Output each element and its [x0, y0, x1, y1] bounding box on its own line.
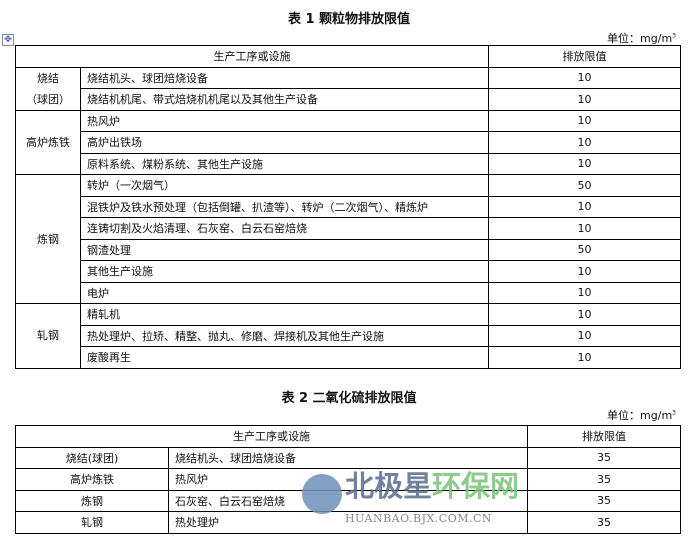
limit-cell: 50: [488, 238, 681, 261]
limit-cell: 10: [488, 195, 681, 218]
group-label: 炼钢: [15, 489, 169, 512]
process-cell: 热风炉: [80, 109, 489, 132]
limit-cell: 10: [488, 66, 681, 89]
table-row: 烧结机机尾、带式焙烧机机尾以及其他生产设备 10: [16, 88, 681, 111]
limit-cell: 35: [527, 511, 681, 534]
table-row: 高炉炼铁 热风炉 35: [15, 468, 681, 491]
limit-cell: 35: [527, 489, 681, 512]
table-row: 钢渣处理 50: [16, 238, 681, 261]
process-cell: 精轧机: [80, 303, 489, 326]
process-cell: 热风炉: [168, 468, 528, 491]
process-cell: 高炉出铁场: [80, 131, 489, 154]
group-label: 烧结 （球团）: [15, 66, 81, 111]
table-move-handle-icon[interactable]: ✥: [2, 34, 14, 46]
process-cell: 钢渣处理: [80, 238, 489, 261]
process-cell: 混铁炉及铁水预处理（包括倒罐、扒渣等）、转炉（二次烟气）、精炼炉: [80, 195, 489, 218]
table-row: 热处理炉、拉矫、精整、抛丸、修磨、焊接机及其他生产设施 10: [16, 324, 681, 347]
limit-cell: 10: [488, 281, 681, 304]
limit-cell: 10: [488, 88, 681, 111]
limit-cell: 50: [488, 174, 681, 197]
table2-title: 表 2 二氧化硫排放限值: [281, 391, 417, 406]
limit-cell: 10: [488, 109, 681, 132]
process-cell: 石灰窑、白云石窑焙烧: [168, 489, 528, 512]
table2-unit: 单位：mg/m3: [607, 409, 676, 422]
process-cell: 其他生产设施: [80, 260, 489, 283]
limit-cell: 35: [527, 446, 681, 469]
table-row: 混铁炉及铁水预处理（包括倒罐、扒渣等）、转炉（二次烟气）、精炼炉 10: [16, 195, 681, 218]
group-label: 炼钢: [15, 174, 81, 304]
table-row: 高炉出铁场 10: [16, 131, 681, 154]
table-row: 轧钢 热处理炉 35: [15, 511, 681, 534]
table-row: 轧钢 精轧机 10: [15, 303, 681, 369]
limit-cell: 10: [488, 324, 681, 347]
header-row: 生产工序或设施 排放限值: [15, 425, 681, 448]
process-cell: 废酸再生: [80, 346, 489, 369]
table-row: 连铸切割及火焰清理、石灰窑、白云石窑焙烧 10: [16, 217, 681, 240]
header-process: 生产工序或设施: [15, 45, 489, 68]
group-label: 高炉炼铁: [15, 468, 169, 491]
process-cell: 电炉: [80, 281, 489, 304]
process-cell: 热处理炉、拉矫、精整、抛丸、修磨、焊接机及其他生产设施: [80, 324, 489, 347]
group-label: 高炉炼铁: [15, 109, 81, 175]
table-row: 炼钢 石灰窑、白云石窑焙烧 35: [15, 489, 681, 512]
group-label: 轧钢: [15, 511, 169, 534]
limit-cell: 10: [488, 303, 681, 326]
header-row: 生产工序或设施 排放限值: [15, 45, 681, 68]
table-row: 高炉炼铁 热风炉 10: [15, 109, 681, 175]
process-cell: 原料系统、煤粉系统、其他生产设施: [80, 152, 489, 175]
header-process: 生产工序或设施: [15, 425, 528, 448]
limit-cell: 10: [488, 217, 681, 240]
process-cell: 烧结机头、球团焙烧设备: [168, 446, 528, 469]
particulate-limits-table: 生产工序或设施 排放限值 烧结 （球团） 烧结机头、球团焙烧设备 10 烧结机机尾、带式焙…: [15, 45, 681, 369]
table-row: 电炉 10: [16, 281, 681, 304]
limit-cell: 10: [488, 346, 681, 369]
table-row: 烧结(球团) 烧结机头、球团焙烧设备 35: [15, 446, 681, 469]
process-cell: 烧结机头、球团焙烧设备: [80, 66, 489, 89]
limit-cell: 10: [488, 260, 681, 283]
so2-limits-table: 生产工序或设施 排放限值 烧结(球团) 烧结机头、球团焙烧设备 35 高炉炼铁 热风炉 35 炼…: [15, 425, 681, 534]
limit-cell: 35: [527, 468, 681, 491]
table-row: 炼钢 转炉（一次烟气） 50: [15, 174, 681, 304]
group-label: 轧钢: [15, 303, 81, 369]
table-row: 废酸再生 10: [16, 346, 681, 369]
limit-cell: 10: [488, 152, 681, 175]
header-limit: 排放限值: [488, 45, 681, 68]
limit-cell: 10: [488, 131, 681, 154]
table-row: 原料系统、煤粉系统、其他生产设施 10: [16, 152, 681, 175]
process-cell: 热处理炉: [168, 511, 528, 534]
table1-title: 表 1 颗粒物排放限值: [287, 12, 411, 27]
table-row: 烧结 （球团） 烧结机头、球团焙烧设备 10: [15, 66, 681, 111]
group-label: 烧结(球团): [15, 446, 169, 469]
table1-unit: 单位：mg/m3: [607, 32, 676, 45]
process-cell: 连铸切割及火焰清理、石灰窑、白云石窑焙烧: [80, 217, 489, 240]
process-cell: 转炉（一次烟气）: [80, 174, 489, 197]
header-limit: 排放限值: [527, 425, 681, 448]
process-cell: 烧结机机尾、带式焙烧机机尾以及其他生产设备: [80, 88, 489, 111]
table-row: 其他生产设施 10: [16, 260, 681, 283]
